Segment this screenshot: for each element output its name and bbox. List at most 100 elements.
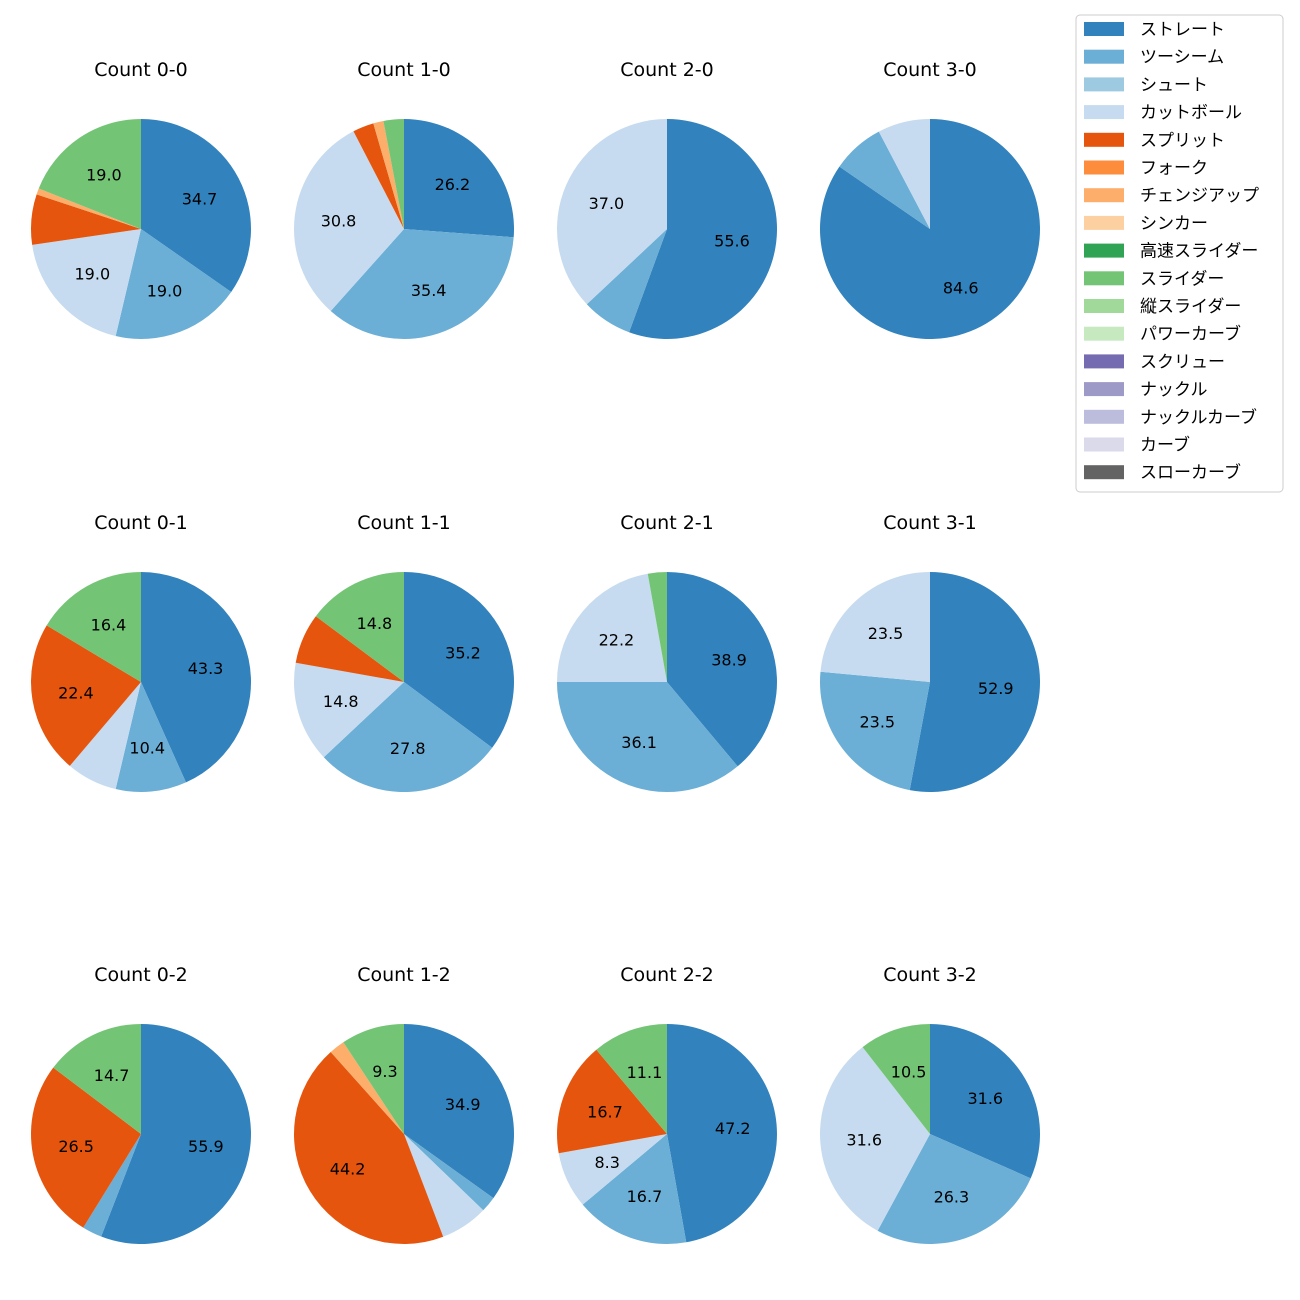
pie-count-0-0-slice-5 bbox=[38, 119, 141, 229]
pie-count-1-0-slice-3 bbox=[353, 123, 404, 229]
pie-count-1-0-title: Count 1-0 bbox=[357, 59, 451, 81]
legend-swatch bbox=[1084, 105, 1124, 120]
pie-count-2-1-slice-label-1: 36.1 bbox=[621, 733, 657, 752]
pie-count-1-1-slice-label-1: 27.8 bbox=[390, 739, 426, 758]
pie-count-3-1-slice-0 bbox=[909, 572, 1041, 792]
pie-count-0-2-slice-label-3: 14.7 bbox=[94, 1066, 130, 1085]
pie-count-2-0-slice-label-2: 37.0 bbox=[589, 194, 625, 213]
legend-item: チェンジアップ bbox=[1084, 186, 1259, 206]
legend-label: カーブ bbox=[1140, 435, 1190, 456]
pie-count-1-1-slice-label-4: 14.8 bbox=[357, 614, 393, 633]
pie-count-1-2-slice-label-0: 34.9 bbox=[445, 1095, 481, 1114]
legend-label: 高速スライダー bbox=[1140, 242, 1258, 262]
legend-swatch bbox=[1084, 49, 1124, 64]
pie-count-2-0-slice-0 bbox=[629, 119, 778, 339]
legend-item: フォーク bbox=[1084, 159, 1208, 179]
pie-count-0-0-slice-3 bbox=[31, 194, 142, 245]
pie-count-0-1: Count 0-1 43.3 10.4 22.4 16.4 bbox=[30, 512, 252, 793]
legend-label: チェンジアップ bbox=[1140, 186, 1259, 206]
pie-count-1-0-slice-5 bbox=[383, 119, 404, 229]
pie-count-0-2: Count 0-2 55.9 26.5 14.7 bbox=[30, 964, 251, 1244]
pie-count-2-2-slice-3 bbox=[557, 1049, 667, 1154]
legend-frame bbox=[1075, 14, 1284, 493]
legend-item: カットボール bbox=[1084, 103, 1242, 123]
pie-count-2-1-slice-0 bbox=[667, 572, 777, 767]
pie-count-2-2-slice-label-1: 16.7 bbox=[627, 1187, 663, 1206]
pie-count-2-0-slice-2 bbox=[556, 119, 667, 305]
pie-count-1-2-slice-label-3: 44.2 bbox=[330, 1159, 366, 1178]
legend-label: 縦スライダー bbox=[1140, 297, 1241, 317]
pie-count-0-2-title: Count 0-2 bbox=[94, 964, 188, 986]
legend-swatch bbox=[1084, 77, 1124, 92]
pie-count-0-0: Count 0-0 34.7 19.0 19.0 19.0 bbox=[31, 59, 251, 339]
pie-count-0-0-slice-label-0: 34.7 bbox=[182, 189, 218, 208]
pies-group: Count 0-0 34.7 19.0 19.0 19.0 Count 1-0 26.2 35… bbox=[30, 59, 1041, 1245]
legend-item: ツーシーム bbox=[1084, 48, 1224, 68]
legend-label: シュート bbox=[1140, 75, 1208, 95]
pie-count-3-0: Count 3-0 84.6 bbox=[819, 59, 1040, 340]
legend-swatch bbox=[1084, 409, 1124, 424]
pie-count-0-0-slice-label-1: 19.0 bbox=[147, 282, 183, 301]
pie-count-2-1: Count 2-1 38.9 36.1 22.2 bbox=[557, 512, 777, 792]
pie-count-0-1-slice-4 bbox=[46, 572, 141, 682]
pie-count-0-0-slice-0 bbox=[141, 119, 251, 292]
pie-count-0-0-slice-4 bbox=[36, 188, 141, 229]
pie-count-1-0-slice-4 bbox=[373, 120, 404, 229]
pie-count-0-0-slice-1 bbox=[115, 229, 232, 339]
pie-count-1-1-slice-0 bbox=[404, 572, 514, 748]
pie-count-1-1-slice-label-2: 14.8 bbox=[323, 692, 359, 711]
pie-count-1-1-slice-4 bbox=[315, 572, 404, 682]
pie-count-1-2-slice-label-5: 9.3 bbox=[372, 1062, 397, 1081]
pie-count-2-2-slice-label-0: 47.2 bbox=[715, 1119, 751, 1138]
pie-count-1-2-slice-2 bbox=[404, 1134, 484, 1237]
pie-count-3-0-title: Count 3-0 bbox=[883, 59, 977, 81]
pie-count-3-1-slice-label-2: 23.5 bbox=[868, 624, 904, 643]
legend-label: ナックル bbox=[1140, 380, 1208, 400]
legend-item: 縦スライダー bbox=[1084, 297, 1241, 317]
pie-count-1-1-slice-3 bbox=[295, 616, 404, 682]
pie-count-1-2-slice-5 bbox=[343, 1024, 404, 1134]
legend-item: スクリュー bbox=[1084, 352, 1225, 372]
pie-count-3-1-title: Count 3-1 bbox=[883, 512, 977, 534]
legend-item: カーブ bbox=[1084, 435, 1190, 456]
pie-count-1-0-slice-label-1: 35.4 bbox=[411, 281, 447, 300]
pie-count-1-1-slice-label-0: 35.2 bbox=[445, 643, 481, 662]
pie-count-1-0-slice-label-0: 26.2 bbox=[435, 175, 471, 194]
pie-count-3-0-slice-label-0: 84.6 bbox=[943, 278, 979, 297]
pie-count-3-2-slice-label-2: 31.6 bbox=[846, 1130, 882, 1149]
pie-count-2-2-slice-label-3: 16.7 bbox=[587, 1102, 623, 1121]
pie-count-1-0: Count 1-0 26.2 35.4 30.8 bbox=[294, 59, 515, 339]
pie-count-2-2-title: Count 2-2 bbox=[620, 964, 714, 986]
pie-count-3-1-slice-label-0: 52.9 bbox=[978, 679, 1014, 698]
legend-item: 高速スライダー bbox=[1084, 242, 1258, 262]
pie-count-0-0-slice-label-2: 19.0 bbox=[75, 265, 111, 284]
pie-count-0-0-title: Count 0-0 bbox=[94, 59, 188, 81]
legend-swatch bbox=[1084, 188, 1124, 203]
pie-count-3-2-slice-label-1: 26.3 bbox=[934, 1187, 970, 1206]
pie-count-0-2-slice-1 bbox=[83, 1134, 141, 1237]
pie-count-2-2-slice-2 bbox=[558, 1134, 667, 1205]
pie-count-0-1-slice-label-4: 16.4 bbox=[91, 616, 127, 635]
pie-count-0-2-slice-2 bbox=[30, 1067, 141, 1228]
pie-count-1-0-slice-2 bbox=[294, 131, 404, 312]
legend-swatch bbox=[1084, 437, 1124, 452]
legend-item: ナックル bbox=[1084, 380, 1208, 400]
legend-swatch bbox=[1084, 132, 1124, 147]
legend-item: シュート bbox=[1084, 75, 1208, 95]
pie-count-2-0-title: Count 2-0 bbox=[620, 59, 714, 81]
legend-swatch bbox=[1084, 22, 1124, 36]
pie-count-0-1-slice-label-0: 43.3 bbox=[188, 659, 224, 678]
pie-count-0-2-slice-label-0: 55.9 bbox=[188, 1137, 224, 1156]
legend-label: スライダー bbox=[1140, 269, 1224, 289]
pie-count-2-2-slice-4 bbox=[596, 1024, 667, 1134]
legend-item: スプリット bbox=[1084, 131, 1225, 151]
pie-count-3-2-slice-0 bbox=[930, 1024, 1041, 1179]
pie-count-0-1-title: Count 0-1 bbox=[94, 512, 188, 534]
pie-count-2-1-slice-label-2: 22.2 bbox=[599, 631, 635, 650]
pie-count-3-0-slice-0 bbox=[819, 119, 1040, 340]
pie-count-2-2-slice-label-2: 8.3 bbox=[594, 1153, 619, 1172]
pie-count-0-1-slice-2 bbox=[69, 682, 141, 790]
pie-count-2-2-slice-0 bbox=[667, 1024, 777, 1243]
legend-label: スプリット bbox=[1140, 131, 1225, 151]
